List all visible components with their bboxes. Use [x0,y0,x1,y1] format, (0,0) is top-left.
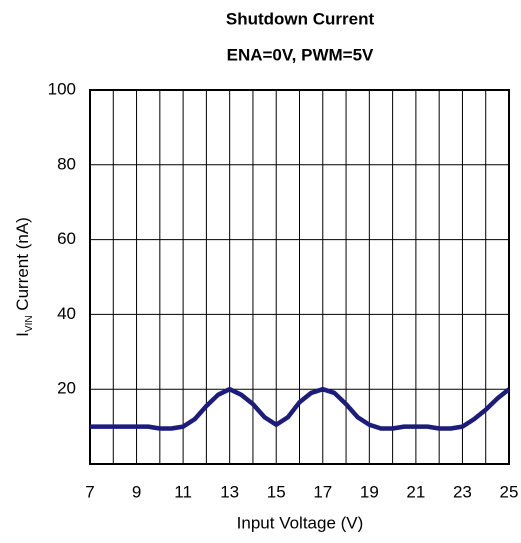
chart-title: Shutdown Current [226,9,375,28]
plot-frame [89,89,510,465]
x-tick-label: 13 [220,482,239,501]
y-axis-label: IVIN Current (nA) [13,217,34,337]
y-label-sub: VIN [24,315,35,332]
x-tick-label: 9 [132,482,141,501]
x-tick-label: 25 [500,482,519,501]
y-label-part: I [13,332,32,337]
x-tick-label: 15 [267,482,286,501]
y-tick-label: 20 [57,379,76,398]
x-tick-label: 17 [313,482,332,501]
x-tick-label: 7 [85,482,94,501]
x-tick-label: 11 [174,482,192,501]
y-label-part: Current (nA) [13,217,32,315]
y-tick-label: 100 [48,79,76,98]
x-tick-label: 19 [360,482,379,501]
data-line [90,386,511,431]
x-tick-label: 21 [406,482,425,501]
y-tick-label: 40 [57,304,76,323]
y-tick-label: 60 [57,229,76,248]
chart-subtitle: ENA=0V, PWM=5V [227,45,374,64]
x-tick-label: 23 [453,482,472,501]
x-axis-label: Input Voltage (V) [237,513,364,532]
y-tick-label: 80 [57,154,76,173]
